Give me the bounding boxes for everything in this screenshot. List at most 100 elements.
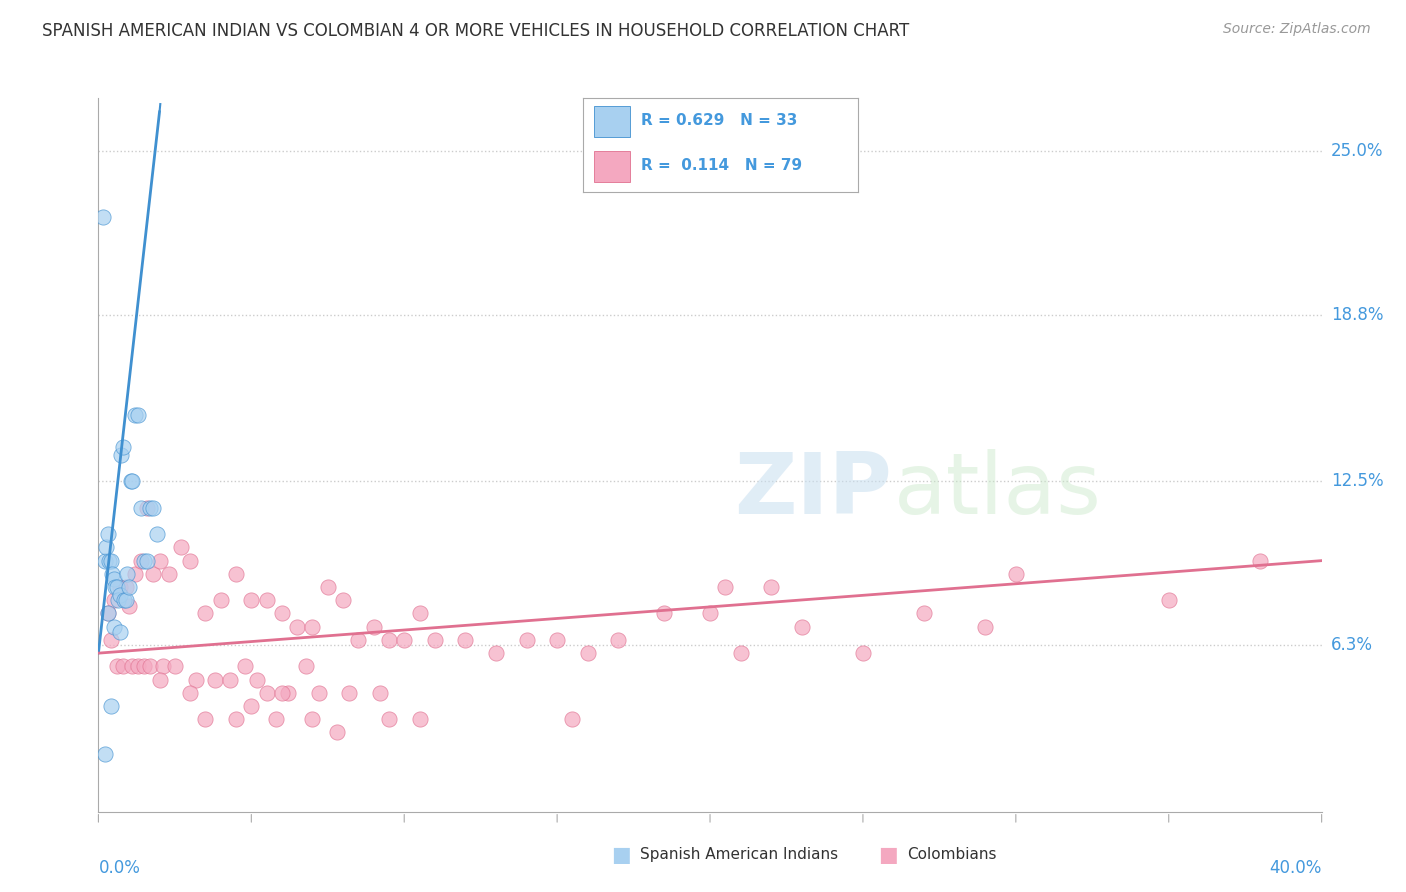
Point: [117, 566, 139, 581]
Text: SPANISH AMERICAN INDIAN VS COLOMBIAN 4 OR MORE VEHICLES IN HOUSEHOLD CORRELATION: SPANISH AMERICAN INDIAN VS COLOMBIAN 4 O…: [42, 22, 910, 40]
Point: [108, 625, 131, 640]
Point: [152, 659, 174, 673]
Point: [368, 686, 391, 700]
Point: [139, 500, 162, 515]
Point: [103, 620, 125, 634]
Point: [852, 646, 875, 660]
Point: [120, 475, 142, 489]
Point: [145, 527, 167, 541]
Point: [179, 554, 201, 568]
Point: [714, 580, 737, 594]
Point: [256, 593, 278, 607]
Point: [101, 566, 124, 581]
Point: [546, 632, 568, 647]
Point: [277, 686, 299, 700]
Point: [115, 580, 138, 594]
Point: [129, 500, 152, 515]
Point: [219, 673, 242, 687]
Point: [179, 686, 201, 700]
Point: [194, 607, 217, 621]
Point: [576, 646, 599, 660]
Point: [129, 554, 152, 568]
Point: [118, 599, 141, 613]
Text: 18.8%: 18.8%: [1331, 306, 1384, 324]
Point: [761, 580, 783, 594]
Point: [204, 673, 226, 687]
Point: [561, 712, 583, 726]
Text: atlas: atlas: [894, 449, 1101, 533]
Point: [111, 659, 134, 673]
Point: [98, 554, 121, 568]
Point: [1157, 593, 1180, 607]
Point: [730, 646, 752, 660]
Point: [93, 747, 115, 761]
Point: [127, 659, 149, 673]
Text: ■: ■: [879, 845, 905, 864]
Point: [149, 673, 172, 687]
Text: R =  0.114   N = 79: R = 0.114 N = 79: [641, 158, 803, 173]
Text: Spanish American Indians: Spanish American Indians: [640, 847, 838, 862]
Point: [111, 440, 134, 454]
Point: [124, 566, 146, 581]
Point: [134, 659, 156, 673]
Point: [139, 659, 162, 673]
Point: [163, 659, 186, 673]
Point: [607, 632, 630, 647]
Point: [454, 632, 477, 647]
Point: [121, 659, 143, 673]
Text: 40.0%: 40.0%: [1270, 859, 1322, 878]
Point: [408, 607, 430, 621]
Point: [301, 712, 323, 726]
Point: [295, 659, 318, 673]
Point: [105, 580, 128, 594]
Point: [246, 673, 269, 687]
Point: [186, 673, 208, 687]
Point: [485, 646, 508, 660]
Point: [157, 566, 180, 581]
Point: [170, 541, 193, 555]
Point: [110, 448, 132, 462]
Point: [240, 698, 263, 713]
Point: [270, 607, 294, 621]
Point: [107, 593, 129, 607]
Point: [124, 409, 146, 423]
Point: [225, 712, 247, 726]
Point: [194, 712, 217, 726]
Point: [974, 620, 997, 634]
Point: [93, 554, 115, 568]
Point: [100, 632, 122, 647]
Point: [378, 632, 401, 647]
Text: 6.3%: 6.3%: [1331, 636, 1372, 654]
Point: [326, 725, 349, 739]
Point: [121, 475, 143, 489]
Text: Colombians: Colombians: [907, 847, 997, 862]
Point: [423, 632, 446, 647]
Point: [134, 554, 156, 568]
Point: [91, 210, 114, 224]
Point: [256, 686, 278, 700]
Point: [142, 566, 165, 581]
Point: [108, 588, 131, 602]
Point: [104, 580, 127, 594]
Point: [136, 554, 159, 568]
Bar: [595, 151, 630, 183]
Point: [103, 572, 125, 586]
Point: [378, 712, 401, 726]
Point: [408, 712, 430, 726]
Point: [363, 620, 385, 634]
Point: [136, 500, 159, 515]
Point: [127, 409, 149, 423]
Point: [209, 593, 232, 607]
Point: [392, 632, 416, 647]
Point: [790, 620, 813, 634]
Point: [912, 607, 935, 621]
Point: [105, 659, 128, 673]
Point: [652, 607, 675, 621]
Point: [112, 593, 135, 607]
Point: [301, 620, 323, 634]
Bar: [595, 105, 630, 137]
Point: [115, 593, 138, 607]
Point: [97, 607, 120, 621]
Point: [337, 686, 360, 700]
Point: [233, 659, 256, 673]
